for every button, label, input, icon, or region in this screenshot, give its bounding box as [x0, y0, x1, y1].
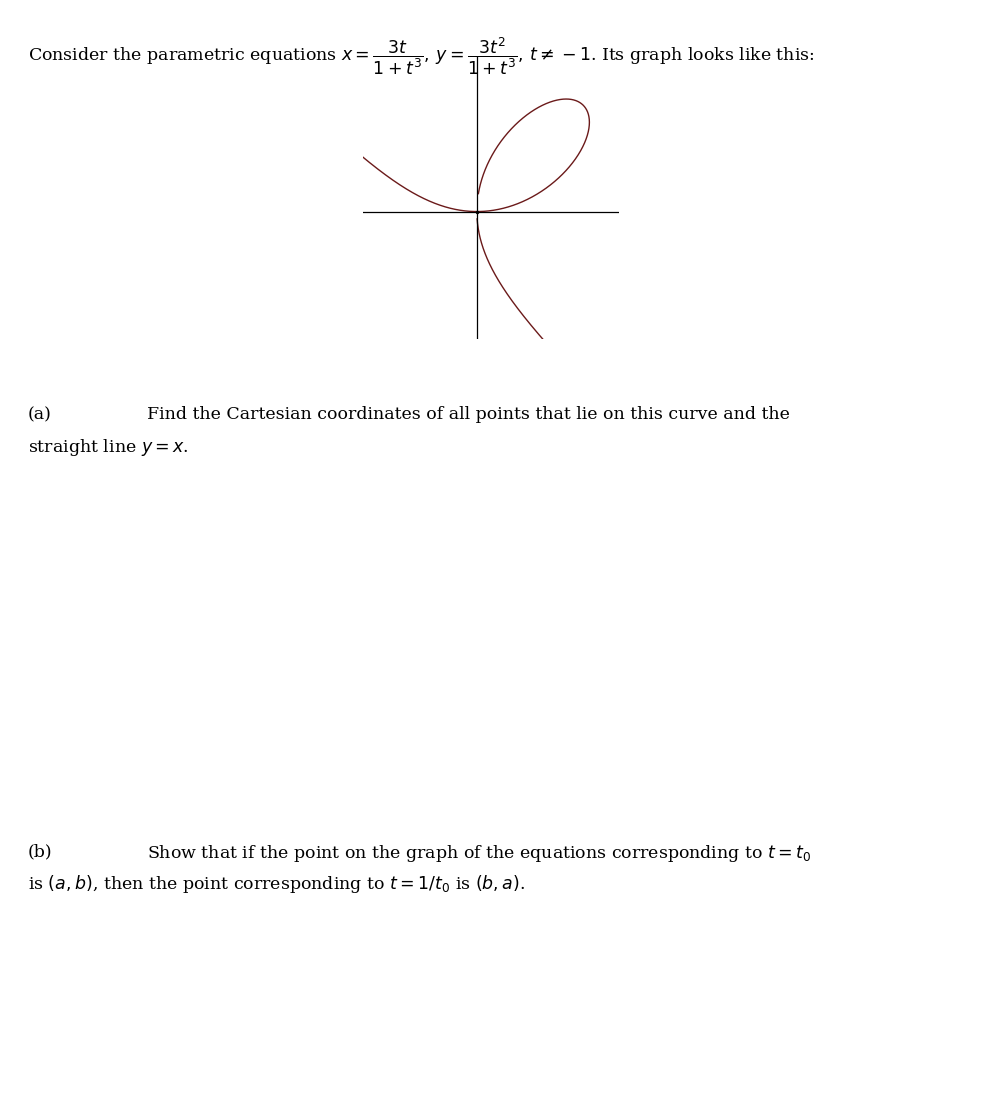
- Text: (a): (a): [28, 406, 52, 423]
- Text: Find the Cartesian coordinates of all points that lie on this curve and the: Find the Cartesian coordinates of all po…: [147, 406, 790, 423]
- Text: straight line $y = x$.: straight line $y = x$.: [28, 437, 188, 458]
- Text: (b): (b): [28, 843, 53, 860]
- Text: Consider the parametric equations $x = \dfrac{3t}{1+t^3},\,y = \dfrac{3t^2}{1+t^: Consider the parametric equations $x = \…: [28, 36, 814, 77]
- Text: Show that if the point on the graph of the equations corresponding to $t = t_0$: Show that if the point on the graph of t…: [147, 843, 811, 864]
- Text: is $(a,b)$, then the point corresponding to $t = 1/t_0$ is $(b,a)$.: is $(a,b)$, then the point corresponding…: [28, 873, 525, 895]
